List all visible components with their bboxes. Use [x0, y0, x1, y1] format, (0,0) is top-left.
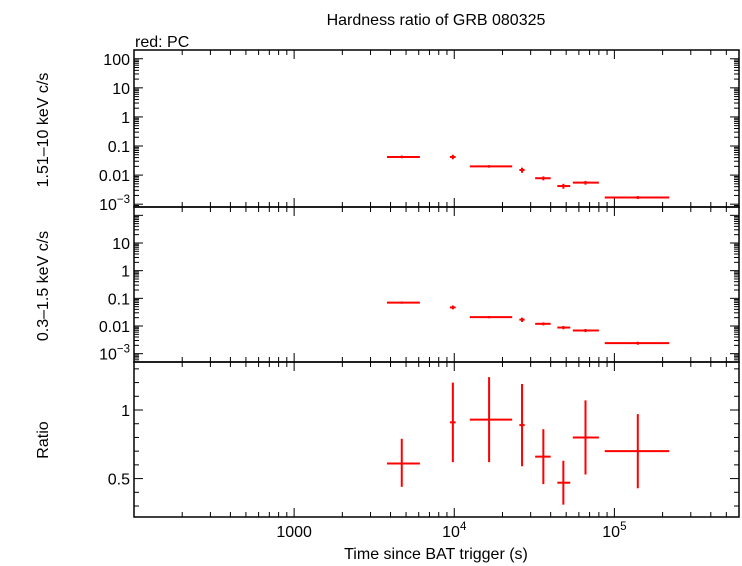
data-point [449, 382, 456, 463]
chart-title: Hardness ratio of GRB 080325 [327, 12, 546, 29]
y-ticks [134, 368, 739, 507]
data-point [572, 180, 599, 185]
data-point [557, 183, 571, 189]
y-tick-label: 0.01 [99, 319, 130, 336]
data-point [469, 315, 513, 319]
y-tick-label: 0.5 [108, 472, 130, 489]
data-point [535, 429, 551, 485]
data-points [386, 154, 670, 200]
y-ticks [134, 49, 739, 208]
y-tick-label: 0.01 [99, 168, 130, 185]
y-tick-label: 1 [121, 403, 130, 420]
x-tick-labels: 1000 104 105 [276, 521, 626, 541]
y-tick-label: 1 [121, 110, 130, 127]
y-axis-label-ratio: Ratio [35, 421, 52, 458]
y-ticks [134, 206, 739, 363]
data-point [519, 317, 525, 322]
data-point [469, 377, 513, 463]
y-axis-label-hard: 1.51–10 keV c/s [35, 73, 52, 188]
y-axis-label-soft: 0.3–1.5 keV c/s [35, 231, 52, 341]
panel-hard: 100 10 1 0.1 0.01 10−3 1.51–10 keV c/s [35, 49, 740, 214]
chart-panels: 100 10 1 0.1 0.01 10−3 1.51–10 keV c/s 10 1 0.1 0.… [35, 49, 740, 541]
panel-soft: 10 1 0.1 0.01 10−3 0.3–1.5 keV c/s [35, 206, 740, 364]
y-tick-label: 0.1 [108, 291, 130, 308]
data-point [449, 154, 456, 160]
y-tick-label: 100 [103, 52, 130, 69]
x-tick-label: 1000 [276, 524, 312, 541]
y-tick-label: 1 [121, 264, 130, 281]
data-point [604, 341, 670, 345]
y-tick-label: 10 [112, 236, 130, 253]
x-ticks [133, 50, 740, 207]
data-point [572, 400, 599, 475]
x-ticks [133, 362, 740, 517]
panel-frame [133, 206, 740, 363]
data-point [557, 326, 571, 330]
data-point [535, 176, 551, 181]
x-axis-label: Time since BAT trigger (s) [344, 546, 528, 563]
data-point [469, 165, 513, 168]
y-tick-label: 0.1 [108, 139, 130, 156]
x-tick-label: 105 [602, 521, 626, 541]
data-point [604, 414, 670, 489]
data-point [386, 301, 420, 304]
y-tick-label: 10 [112, 81, 130, 98]
panel-frame [133, 361, 740, 518]
data-point [604, 196, 670, 200]
panel-frame [133, 49, 740, 208]
data-point [519, 167, 525, 173]
data-point [535, 322, 551, 326]
y-tick-label: 10−3 [99, 194, 130, 214]
data-points [386, 377, 670, 505]
data-point [449, 305, 456, 310]
data-point [557, 460, 571, 505]
chart-subtitle: red: PC [135, 34, 189, 51]
x-ticks [133, 207, 740, 362]
data-point [519, 383, 525, 467]
y-tick-label: 10−3 [99, 344, 130, 364]
data-points [386, 301, 670, 345]
data-point [386, 438, 420, 487]
data-point [386, 155, 420, 159]
x-tick-label: 104 [442, 521, 467, 541]
data-point [572, 328, 599, 333]
panel-ratio: 1 0.5 Ratio [35, 361, 740, 518]
